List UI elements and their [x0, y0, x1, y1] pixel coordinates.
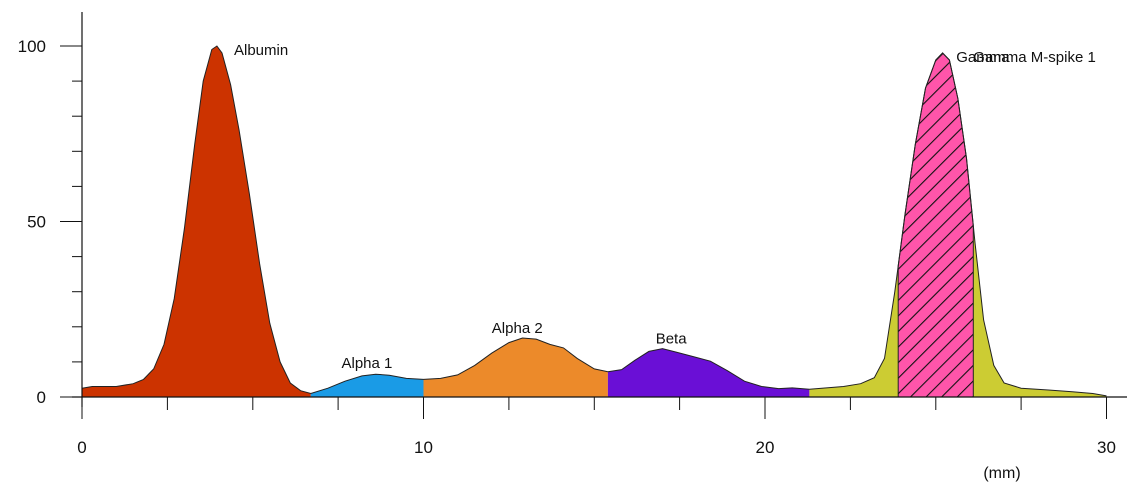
label-gamma-m-spike-1: Gamma M-spike 1 [973, 49, 1096, 66]
fraction-area-albumin [82, 46, 311, 397]
fraction-areas [82, 46, 1107, 398]
axes: 0 10 20 30 0 50 100 [18, 12, 1127, 457]
y-tick-label: 50 [27, 213, 46, 232]
x-tick-label: 10 [414, 438, 433, 457]
label-alpha-1: Alpha 1 [342, 355, 393, 372]
y-tick-label: 0 [37, 388, 46, 407]
label-beta: Beta [656, 331, 688, 348]
x-axis-unit-label: (mm) [983, 465, 1020, 482]
y-tick-label: 100 [18, 37, 46, 56]
fraction-area-alpha-2 [423, 338, 608, 397]
m-spike-area [897, 52, 974, 398]
x-tick-label: 30 [1097, 438, 1116, 457]
fraction-area-beta [607, 348, 810, 397]
fraction-area-alpha-1 [310, 374, 424, 397]
label-alpha-2: Alpha 2 [492, 320, 543, 337]
label-gamma: Gamma [956, 49, 1010, 66]
label-albumin: Albumin [234, 42, 288, 59]
curve-outline [81, 45, 1107, 397]
x-tick-label: 20 [756, 438, 775, 457]
x-tick-label: 0 [77, 438, 86, 457]
